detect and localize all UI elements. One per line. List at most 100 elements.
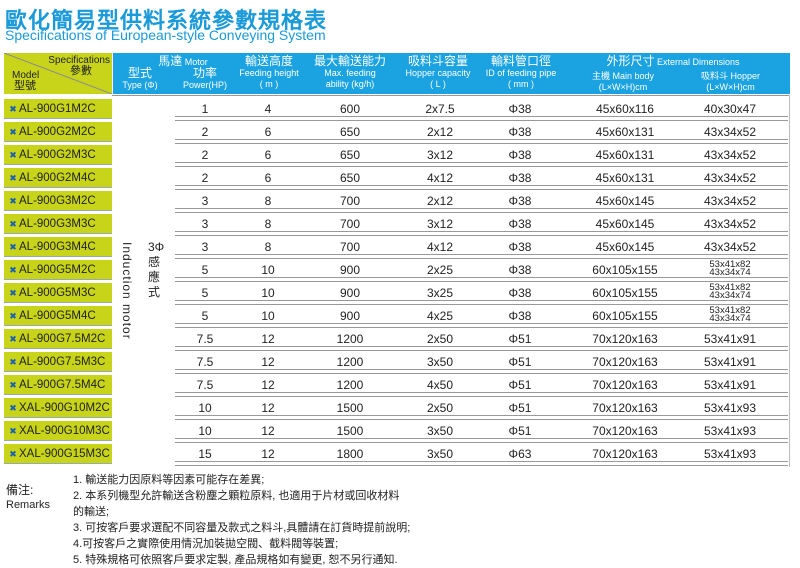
hopper-dim-cell: 43x34x52	[703, 171, 757, 185]
power-header: 功率	[192, 66, 217, 80]
power-cell: 2	[201, 171, 209, 185]
model-name: XAL-900G10M2C	[19, 402, 110, 414]
model-cell: ✖ AL-900G1M2C	[4, 99, 112, 119]
power-cell: 10	[198, 401, 212, 415]
row-divider	[175, 185, 788, 190]
model-name: AL-900G3M3C	[19, 218, 96, 230]
main-body-cell: 70x120x163	[592, 355, 658, 369]
model-name: AL-900G7.5M2C	[19, 333, 106, 345]
row-divider	[175, 300, 788, 305]
feeding-cell: 700	[339, 194, 361, 208]
x-logo-icon: ✖	[9, 219, 17, 229]
pipe-cell: Φ38	[508, 217, 532, 231]
pipe-cell: Φ38	[508, 309, 532, 323]
height-header: 輸送高度	[244, 54, 293, 68]
feeding-cell: 1500	[336, 401, 364, 415]
pipe-cell: Φ38	[508, 102, 532, 116]
feeding-cell: 650	[339, 148, 361, 162]
model-cell: ✖ AL-900G3M3C	[4, 214, 112, 234]
pipe-cell: Φ51	[508, 424, 532, 438]
height-cell: 6	[264, 171, 272, 185]
hopper-dim-cell: 53x41x91	[703, 378, 757, 392]
main-body-cell: 45x60x145	[595, 194, 655, 208]
main-body-cell: 70x120x163	[592, 447, 658, 461]
table-row: ✖ AL-900G7.5M4C 7.5 12 1200 4x50 Φ51 70x120x163…	[0, 374, 800, 397]
power-cell: 3	[201, 194, 209, 208]
feeding-cell: 1800	[336, 447, 364, 461]
x-logo-icon: ✖	[9, 265, 17, 275]
model-cell: ✖ AL-900G7.5M4C	[4, 375, 112, 395]
x-logo-icon: ✖	[9, 127, 17, 137]
table-top-border	[112, 95, 790, 98]
model-name: AL-900G5M4C	[19, 310, 96, 322]
main-body-cell: 70x120x163	[592, 378, 658, 392]
main-body-cell: 60x105x155	[592, 309, 658, 323]
height-cell: 10	[261, 263, 275, 277]
model-name: AL-900G2M2C	[19, 126, 96, 138]
height-cell: 4	[264, 102, 272, 116]
power-cell: 2	[201, 125, 209, 139]
height-cell: 10	[261, 286, 275, 300]
x-logo-icon: ✖	[9, 173, 17, 183]
model-name: XAL-900G15M3C	[19, 448, 110, 460]
feeding-cell: 900	[339, 263, 361, 277]
model-cell: ✖ XAL-900G15M3C	[4, 444, 112, 464]
model-cell: ✖ AL-900G5M3C	[4, 283, 112, 303]
hopper-capacity-cell: 4x50	[426, 378, 454, 392]
table-row: ✖ AL-900G5M2C 5 10 900 2x25 Φ38 60x105x155 53x41…	[0, 259, 800, 282]
pipe-cell: Φ38	[508, 125, 532, 139]
motor-header: 馬達	[158, 54, 183, 68]
type-header-en: Type (Φ)	[122, 80, 158, 90]
hopper-dim-cell: 53x41x82 43x34x74	[709, 306, 750, 324]
model-cell: ✖ AL-900G2M2C	[4, 122, 112, 142]
page-subtitle: Specifications of European-style Conveyi…	[5, 27, 326, 43]
hopper-capacity-cell: 2x7.5	[425, 102, 455, 116]
x-logo-icon: ✖	[9, 242, 17, 252]
main-body-cell: 45x60x145	[595, 240, 655, 254]
feeding-cell: 700	[339, 217, 361, 231]
pipe-cell: Φ38	[508, 240, 532, 254]
x-logo-icon: ✖	[9, 357, 17, 367]
main-body-cell: 45x60x131	[595, 125, 655, 139]
model-name: AL-900G3M4C	[19, 241, 96, 253]
hopper-capacity-cell: 3x50	[426, 355, 454, 369]
row-divider	[175, 461, 788, 466]
motor-type-en: Induction motor	[120, 242, 134, 340]
x-logo-icon: ✖	[9, 380, 17, 390]
height-cell: 12	[261, 332, 275, 346]
hopper-dim-cell: 43x34x52	[703, 217, 757, 231]
model-name: XAL-900G10M3C	[19, 425, 110, 437]
model-name: AL-900G1M2C	[19, 103, 96, 115]
body-unit: (L×W×H)cm	[598, 82, 648, 92]
row-divider	[175, 231, 788, 236]
dim-header-en: External Dimensions	[656, 57, 740, 67]
feeding-cell: 700	[339, 240, 361, 254]
hopper-dim-cell: 53x41x82 43x34x74	[709, 260, 750, 278]
model-name: AL-900G2M3C	[19, 149, 96, 161]
height-cell: 8	[264, 194, 272, 208]
feed-header-unit: ability (kg/h)	[325, 79, 375, 89]
power-cell: 1	[201, 102, 209, 116]
table-row: ✖ XAL-900G10M3C 10 12 1500 3x50 Φ51 70x120x163 5…	[0, 420, 800, 443]
hopper-capacity-cell: 2x50	[426, 332, 454, 346]
table-row: ✖ XAL-900G10M2C 10 12 1500 2x50 Φ51 70x120x163 5…	[0, 397, 800, 420]
feeding-cell: 650	[339, 125, 361, 139]
pipe-cell: Φ51	[508, 378, 532, 392]
pipe-cell: Φ51	[508, 332, 532, 346]
hopper-dim-cell: 53x41x91	[703, 355, 757, 369]
table-row: ✖ AL-900G2M3C 2 6 650 3x12 Φ38 45x60x131 43x34x5…	[0, 144, 800, 167]
hopper-capacity-cell: 3x25	[426, 286, 454, 300]
height-cell: 8	[264, 240, 272, 254]
hopper-dim-cell: 43x34x52	[703, 194, 757, 208]
pipe-cell: Φ51	[508, 401, 532, 415]
hopper-dim-a: 53x41x82	[709, 282, 751, 293]
table-row: ✖ AL-900G2M4C 2 6 650 4x12 Φ38 45x60x131 43x34x5…	[0, 167, 800, 190]
diagonal-divider	[4, 53, 112, 94]
hopper-dim-cell: 43x34x52	[703, 125, 757, 139]
main-body-cell: 60x105x155	[592, 286, 658, 300]
motor-type-cn: 3Φ 感應式	[148, 240, 164, 300]
remark-item: 1. 輸送能力因原料等因素可能存在差異;	[73, 474, 265, 486]
height-cell: 12	[261, 401, 275, 415]
main-body-cell: 45x60x145	[595, 217, 655, 231]
pipe-header-en: ID of feeding pipe	[485, 68, 557, 78]
